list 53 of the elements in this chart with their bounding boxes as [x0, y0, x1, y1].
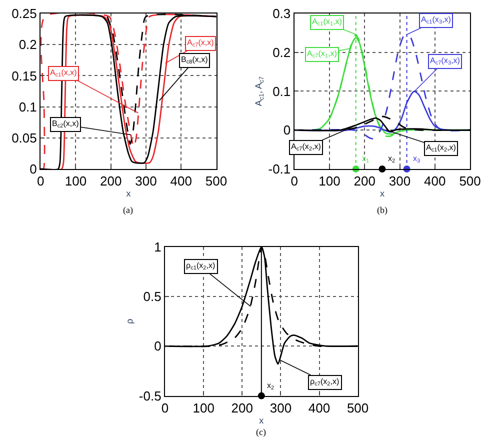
x-tick-label: 500 [205, 174, 228, 189]
y-tick-label: 0.2 [272, 44, 291, 60]
annotation: ρ$_{c1}$(x$_{2}$,x) [186, 261, 216, 272]
y-tick-label: 0.1 [18, 99, 37, 114]
annotation: x$_{3}$ [413, 154, 420, 165]
x-tick-label: 400 [424, 174, 446, 189]
annotation: A$_{c1}$(x,x) [50, 68, 78, 79]
y-tick-label: 0.5 [143, 288, 162, 304]
text: (c) [256, 427, 266, 437]
x-tick-label: 500 [459, 174, 481, 189]
annotation: x$_{1}$ [362, 154, 370, 165]
y-tick-label: 0.05 [12, 130, 37, 146]
annotation: x$_{2}$ [388, 154, 396, 165]
annotation: B$_{c8}$(x,x) [181, 55, 208, 66]
x-tick-label: 100 [318, 174, 340, 189]
y-tick-label: 0 [154, 338, 162, 354]
text: (b) [377, 205, 388, 215]
annotation: ρ$_{c7}$(x$_{2}$,x) [310, 377, 340, 388]
x-tick-label: 500 [346, 400, 369, 416]
x-tick-label: 400 [170, 174, 192, 189]
y-tick-label: 1 [154, 239, 162, 254]
x-tick-label: 300 [135, 174, 157, 189]
y-tick-label: -0.1 [268, 162, 291, 177]
y-tick-label: 0 [283, 122, 291, 138]
annotation: B$_{c2}$(x,x) [52, 119, 80, 130]
y-tick-label: 0.15 [12, 68, 37, 84]
y-axis-title: ρ [124, 318, 134, 324]
x-tick-label: 400 [308, 400, 330, 416]
y-tick-label: 0.2 [18, 37, 37, 52]
x-axis-title: x [126, 188, 132, 198]
x-tick-label: 200 [231, 400, 253, 416]
y-tick-label: 0.3 [272, 6, 291, 22]
y-tick-label: 0 [30, 162, 37, 177]
annotation: A$_{c1}$(x$_{1}$,x) [312, 17, 342, 28]
y-tick-label: 0.1 [272, 84, 291, 99]
x-tick-label: 300 [388, 174, 411, 189]
x-axis-title: x [259, 415, 264, 426]
annotation: x$_{2}$ [267, 381, 274, 392]
x-tick-label: 100 [192, 400, 214, 416]
x-tick-label: 100 [64, 174, 87, 189]
y-tick-label: 0.25 [12, 6, 37, 22]
x-tick-label: 300 [270, 400, 292, 416]
annotation: A$_{c7}$(x$_{3}$,x) [430, 56, 460, 67]
annotation: A$_{c7}$(x$_{1}$,x) [307, 49, 338, 60]
x-axis-title: x [380, 188, 385, 198]
annotation: A$_{c7}$(x$_{2}$,x) [291, 142, 322, 153]
x-tick-label: 200 [354, 174, 376, 189]
y-tick-label: -0.5 [138, 388, 162, 404]
annotation: A$_{c1}$(x$_{3}$,x) [421, 15, 452, 26]
text: (a) [123, 205, 133, 215]
annotation: A$_{c7}$(x,x) [187, 38, 214, 49]
annotation: A$_{c1}$(x$_{2}$,x) [426, 143, 456, 154]
x-tick-label: 200 [100, 174, 122, 189]
